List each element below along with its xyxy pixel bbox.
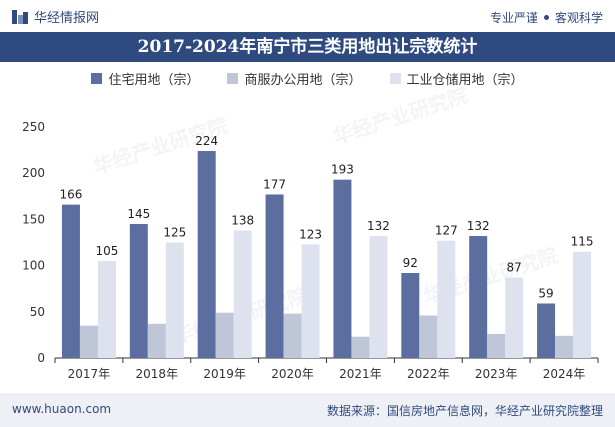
bar-series-1-3	[283, 313, 302, 358]
data-label-series-0-0: 166	[59, 188, 82, 202]
legend-item-industrial: 工业仓储用地（宗）	[389, 69, 524, 88]
y-tick-label-100: 100	[22, 259, 45, 273]
legend-item-residential: 住宅用地（宗）	[91, 69, 199, 88]
bar-series-0-0	[61, 204, 80, 358]
bar-series-0-5	[401, 272, 420, 358]
x-tick-label-1: 2018年	[136, 367, 179, 381]
data-label-series-0-1: 145	[127, 207, 150, 221]
bar-series-1-1	[147, 323, 166, 358]
data-label-series-2-3: 123	[299, 227, 322, 241]
legend-label-industrial: 工业仓储用地（宗）	[406, 73, 524, 88]
footer-source: 数据来源：国信房地产信息网，华经产业研究院整理	[326, 404, 603, 418]
bar-series-2-6	[505, 277, 524, 358]
bar-series-0-4	[333, 179, 352, 358]
bar-chart: 0 50 100 150 200 250 166 105 2017年 145 125 2018年 224…	[22, 120, 599, 381]
tagline-right: 客观科学	[554, 11, 603, 25]
bar-series-2-5	[437, 240, 456, 358]
title-bar: 2017-2024年南宁市三类用地出让宗数统计	[0, 32, 615, 62]
data-label-series-0-7: 59	[538, 286, 553, 300]
legend: 住宅用地（宗） 商服办公用地（宗） 工业仓储用地（宗）	[0, 69, 615, 88]
x-tick-label-5: 2022年	[407, 367, 450, 381]
bar-series-1-2	[215, 312, 234, 358]
bullet-icon	[543, 15, 549, 20]
bar-series-1-4	[351, 336, 370, 358]
bar-series-2-3	[301, 244, 320, 358]
bar-series-1-7	[555, 335, 574, 358]
x-tick-label-0: 2017年	[68, 367, 111, 381]
bar-series-2-2	[233, 230, 252, 358]
footer: www.huaon.com 数据来源：国信房地产信息网，华经产业研究院整理	[0, 393, 615, 427]
bar-series-2-4	[369, 236, 388, 358]
bar-series-2-1	[165, 242, 184, 358]
legend-swatch-commercial	[227, 73, 239, 84]
bar-series-0-1	[129, 224, 148, 358]
bar-series-0-2	[197, 151, 216, 358]
tagline: 专业严谨 客观科学	[490, 9, 603, 26]
data-label-series-2-6: 87	[507, 261, 522, 275]
legend-label-residential: 住宅用地（宗）	[108, 73, 200, 88]
tagline-left: 专业严谨	[489, 11, 538, 25]
data-label-series-2-4: 132	[367, 219, 390, 233]
data-label-series-2-7: 115	[571, 235, 594, 249]
y-tick-label-200: 200	[22, 166, 45, 180]
y-tick-label-150: 150	[22, 212, 45, 226]
x-tick-label-7: 2024年	[543, 367, 586, 381]
brand-name: 华经情报网	[34, 11, 100, 26]
y-tick-label-50: 50	[30, 305, 45, 319]
brand: 华经情报网	[12, 7, 99, 26]
legend-label-commercial: 商服办公用地（宗）	[244, 73, 362, 88]
bar-series-1-6	[487, 333, 506, 358]
data-label-series-2-2: 138	[231, 213, 254, 227]
data-label-series-0-6: 132	[467, 219, 490, 233]
data-label-series-0-3: 177	[263, 177, 286, 191]
chart-title: 2017-2024年南宁市三类用地出让宗数统计	[137, 37, 478, 57]
bar-series-1-5	[419, 315, 438, 358]
logo-icon	[12, 9, 28, 24]
legend-swatch-industrial	[389, 73, 401, 84]
x-tick-label-2: 2019年	[203, 367, 246, 381]
legend-item-commercial: 商服办公用地（宗）	[227, 69, 362, 88]
x-tick-label-3: 2020年	[271, 367, 314, 381]
y-tick-label-250: 250	[22, 120, 45, 134]
x-tick-label-6: 2023年	[475, 367, 518, 381]
bar-series-0-6	[469, 236, 488, 358]
bar-series-2-7	[573, 251, 592, 358]
bar-series-0-7	[537, 303, 556, 358]
data-label-series-2-1: 125	[163, 226, 186, 240]
bar-series-1-0	[79, 325, 98, 358]
data-label-series-0-4: 193	[331, 163, 354, 177]
data-label-series-2-0: 105	[95, 244, 118, 258]
legend-swatch-residential	[91, 73, 103, 84]
y-tick-label-0: 0	[37, 351, 45, 365]
data-label-series-2-5: 127	[435, 224, 458, 238]
bar-series-0-3	[265, 194, 284, 358]
data-label-series-0-5: 92	[403, 256, 418, 270]
top-bar: 华经情报网 专业严谨 客观科学	[0, 0, 615, 32]
footer-website: www.huaon.com	[12, 402, 112, 416]
data-label-series-0-2: 224	[195, 134, 218, 148]
bar-series-2-0	[97, 260, 116, 358]
x-tick-label-4: 2021年	[339, 367, 382, 381]
